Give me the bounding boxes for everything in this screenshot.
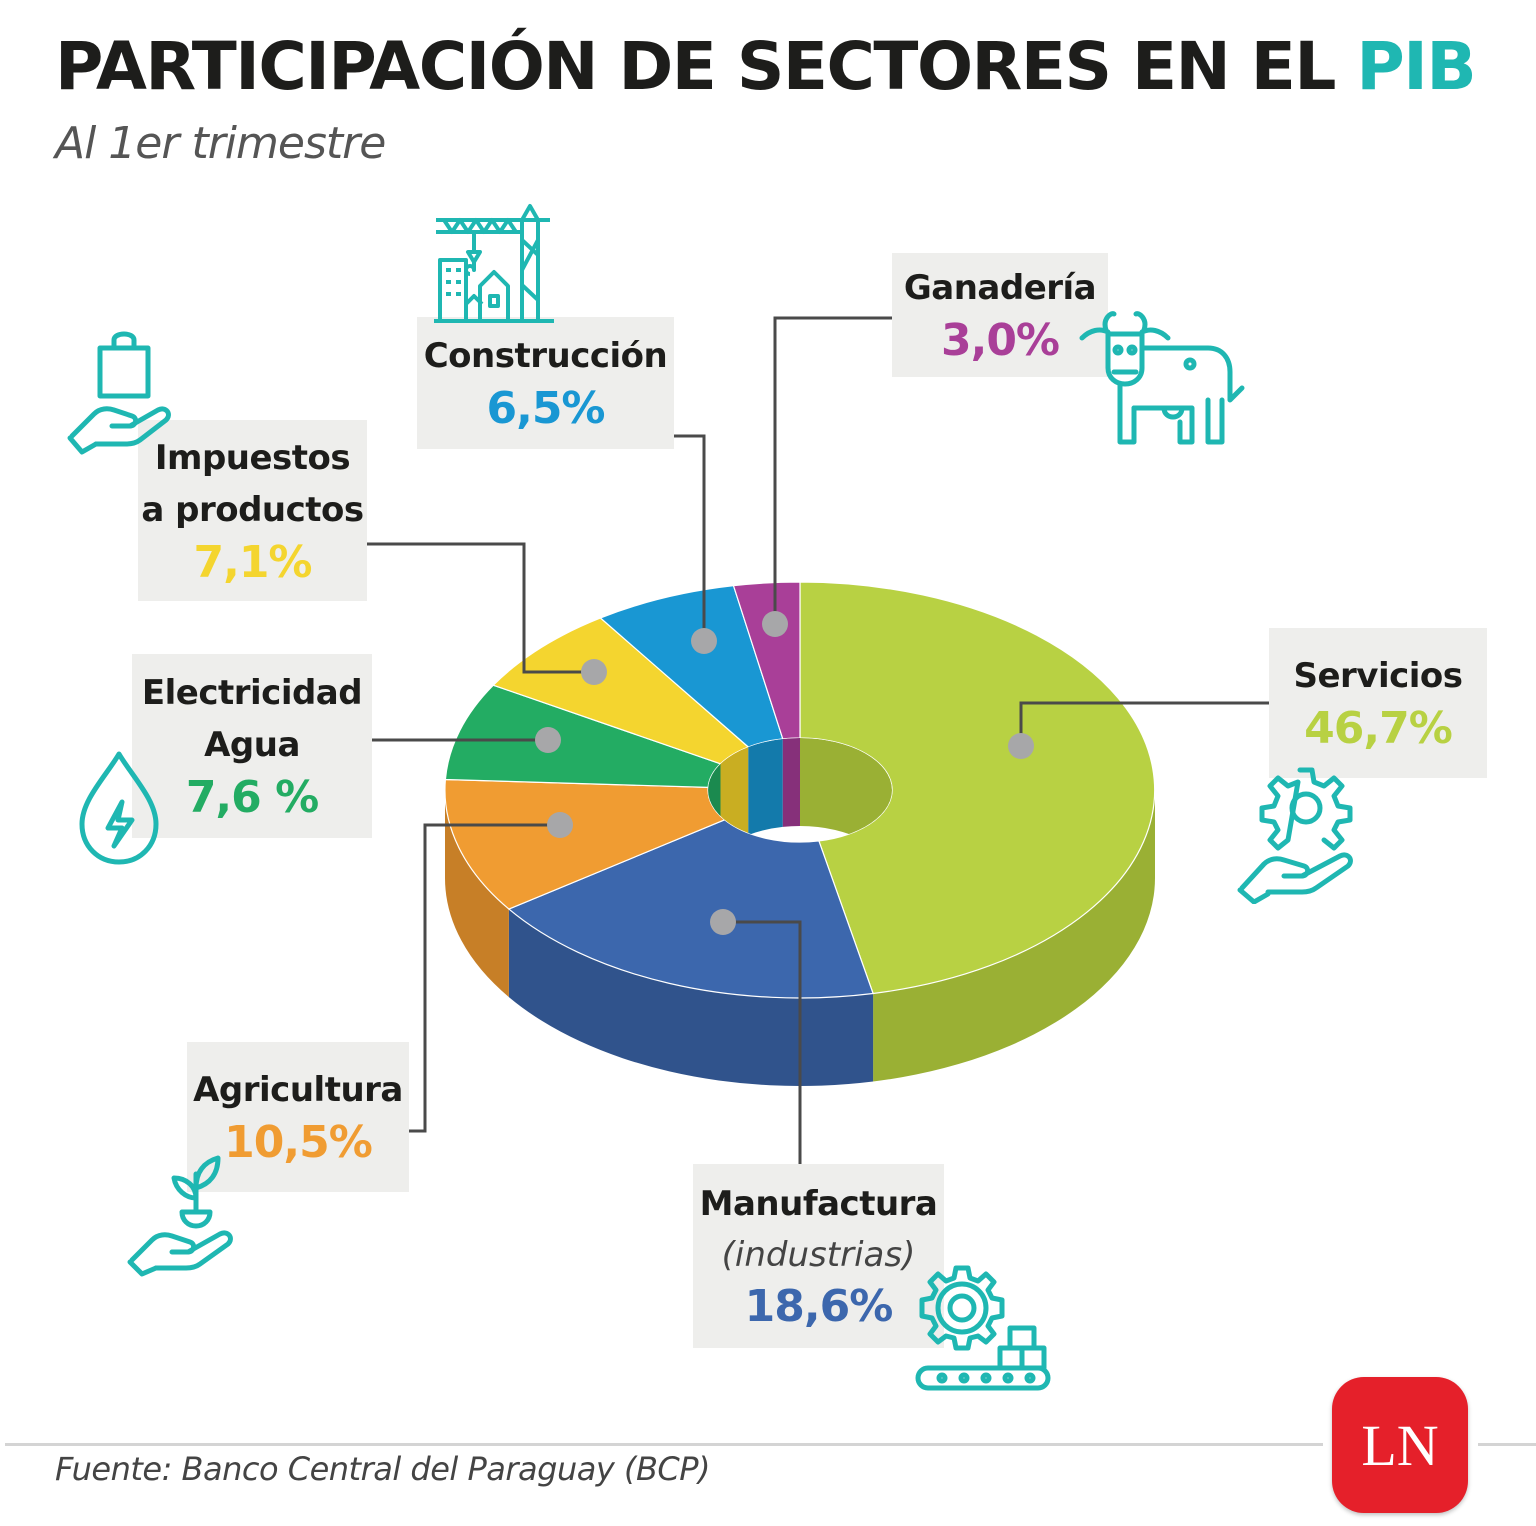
dot-electricidad-agua: [535, 727, 561, 753]
leader-servicios: [1019, 701, 1269, 746]
footer-divider-right: [1478, 1443, 1536, 1446]
label-ganaderia: Ganadería 3,0%: [892, 253, 1108, 377]
dot-manufactura: [710, 909, 736, 935]
label-manufactura-value: 18,6%: [744, 1281, 894, 1332]
footer-divider-left: [5, 1443, 1323, 1446]
side-manufactura: [508, 909, 874, 1086]
cow-icon: [1079, 311, 1245, 445]
label-manufactura: Manufactura (industrias) 18,6%: [693, 1164, 944, 1348]
source-note: Fuente: Banco Central del Paraguay (BCP): [55, 1450, 711, 1488]
chart-subtitle: Al 1er trimestre: [55, 118, 386, 169]
label-manufactura-name: Manufactura: [699, 1184, 938, 1224]
label-servicios-name: Servicios: [1293, 656, 1463, 696]
leader-impuestos-a-productos: [367, 542, 594, 674]
label-ganaderia-value: 3,0%: [940, 315, 1060, 366]
factory-gear-conveyor-icon: [915, 1265, 1051, 1391]
label-manufactura-sub: (industrias): [721, 1235, 916, 1275]
label-construccion-value: 6,5%: [486, 383, 605, 434]
ln-logo: LN: [1332, 1377, 1468, 1513]
side-agricultura: [445, 790, 509, 998]
leader-agricultura: [409, 823, 560, 1133]
dot-impuestos-a-productos: [581, 659, 607, 685]
water-drop-bolt-icon: [79, 751, 159, 865]
leader-lines: [367, 316, 1269, 1164]
donut-hole: [708, 738, 892, 842]
leader-manufactura: [723, 920, 802, 1164]
slice-servicios: [799, 581, 1156, 995]
anchor-dots: [535, 611, 1034, 935]
label-electricidad-name2: Agua: [204, 725, 300, 765]
inner-wall-servicios: [800, 738, 892, 842]
label-impuestos-value: 7,1%: [193, 536, 312, 588]
label-impuestos-name2: a productos: [141, 489, 364, 530]
label-servicios-value: 46,7%: [1304, 703, 1453, 754]
label-agricultura-value: 10,5%: [224, 1117, 373, 1168]
label-construccion-name: Construcción: [423, 336, 668, 376]
chart-title-main: PARTICIPACIÓN DE SECTORES EN EL: [55, 28, 1336, 105]
plant-hand-icon: [127, 1155, 233, 1277]
shopping-bag-hand-icon: [67, 331, 171, 455]
slices-layer: [444, 581, 1156, 1086]
label-electricidad-value: 7,6 %: [185, 772, 319, 823]
label-agricultura-name: Agricultura: [193, 1070, 403, 1110]
label-ganaderia-name: Ganadería: [903, 268, 1097, 308]
dot-ganaderia: [762, 611, 788, 637]
dot-agricultura: [547, 812, 573, 838]
chart-title-accent: PIB: [1356, 28, 1476, 105]
construction-crane-icon: [434, 204, 554, 323]
label-electricidad-name1: Electricidad: [141, 673, 363, 713]
label-impuestos: Impuestos a productos 7,1%: [138, 420, 367, 601]
leader-construccion: [674, 434, 706, 641]
inner-wall-ganaderia: [782, 738, 800, 827]
side-servicios: [873, 790, 1155, 1082]
label-servicios: Servicios 46,7%: [1269, 628, 1487, 778]
gear-hand-icon: [1237, 767, 1353, 904]
label-electricidad: Electricidad Agua 7,6 %: [132, 654, 372, 838]
chart-title: PARTICIPACIÓN DE SECTORES EN EL PIB: [55, 28, 1477, 105]
label-construccion: Construcción 6,5%: [417, 317, 674, 449]
label-impuestos-name1: Impuestos: [154, 437, 351, 478]
dot-construccion: [691, 628, 717, 654]
leader-ganaderia: [773, 316, 892, 624]
dot-servicios: [1008, 733, 1034, 759]
inner-wall-construccion: [748, 738, 783, 835]
label-agricultura: Agricultura 10,5%: [187, 1042, 409, 1192]
